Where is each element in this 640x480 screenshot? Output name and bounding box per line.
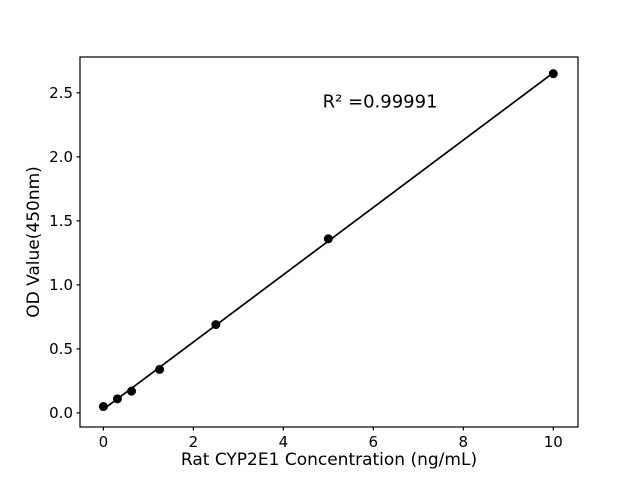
- plot-frame: [79, 56, 579, 428]
- y-tick-label: 1.5: [49, 212, 73, 230]
- x-tick-label: 4: [279, 433, 289, 451]
- x-tick-label: 10: [544, 433, 563, 451]
- x-tick-label: 8: [459, 433, 469, 451]
- y-tick-label: 0.0: [49, 404, 73, 422]
- x-tick-label: 0: [99, 433, 109, 451]
- r-squared-annotation: R² =0.99991: [322, 91, 438, 113]
- y-tick-label: 2.5: [49, 84, 73, 102]
- x-tick-label: 6: [369, 433, 379, 451]
- data-point-marker: [112, 394, 122, 404]
- x-tick-label: 2: [189, 433, 199, 451]
- x-axis-label: Rat CYP2E1 Concentration (ng/mL): [180, 450, 478, 470]
- data-point-marker: [127, 386, 137, 396]
- data-point-marker: [155, 364, 165, 374]
- y-tick-label: 0.5: [49, 340, 73, 358]
- data-point-marker: [211, 320, 221, 330]
- data-point-marker: [323, 234, 333, 244]
- y-tick-label: 1.0: [49, 276, 73, 294]
- y-tick-label: 2.0: [49, 148, 73, 166]
- y-axis-label: OD Value(450nm): [24, 166, 44, 318]
- data-point-marker: [98, 402, 108, 412]
- data-point-marker: [548, 69, 558, 79]
